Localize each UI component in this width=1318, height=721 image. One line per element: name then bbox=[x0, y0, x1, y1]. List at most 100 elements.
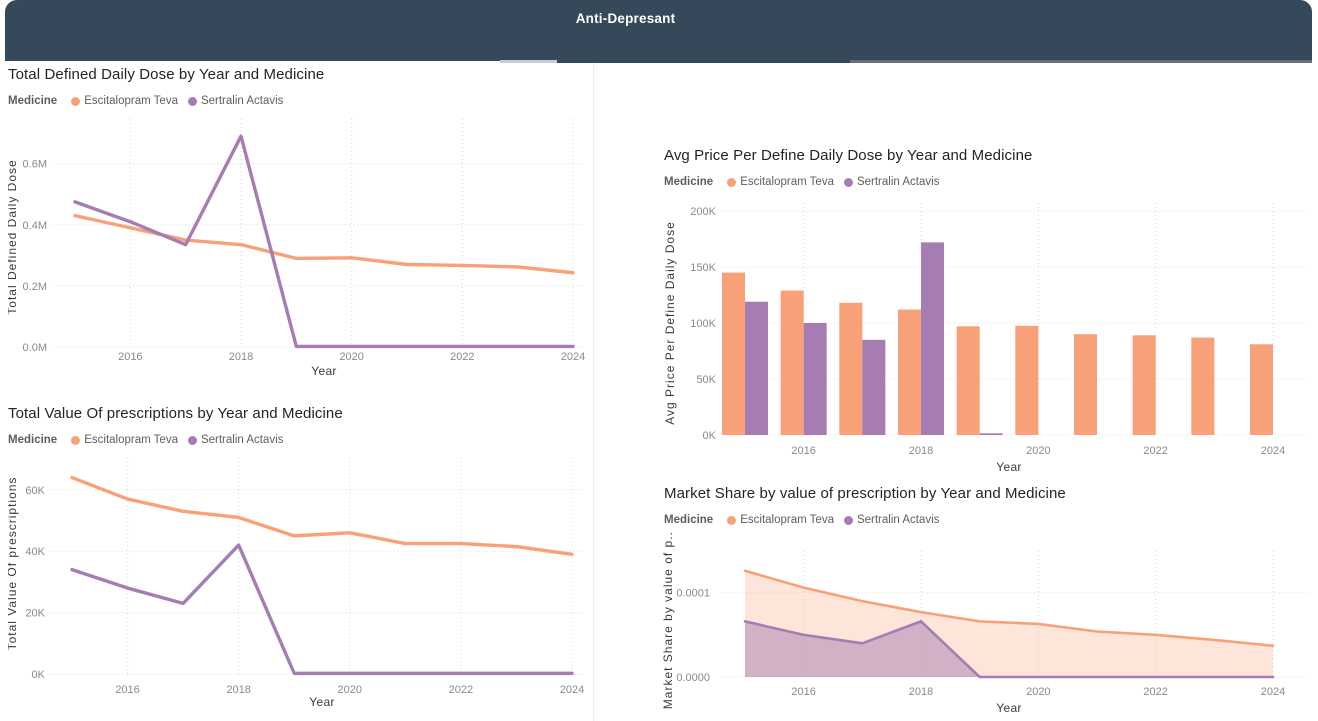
line-escitalopram[interactable] bbox=[70, 475, 574, 556]
line-plot-total-value[interactable]: 0K 20K 40K 60K 2016 2018 2020 2022 2024 Year Total… bbox=[8, 451, 593, 721]
legend-title: Medicine bbox=[664, 514, 714, 526]
bar-sertralin[interactable] bbox=[862, 339, 886, 435]
bar-escitalopram[interactable] bbox=[1132, 335, 1156, 435]
legend-item-label: Sertralin Actavis bbox=[856, 176, 940, 188]
bar-escitalopram[interactable] bbox=[722, 272, 745, 435]
chart-title: Total Defined Daily Dose by Year and Med… bbox=[8, 66, 325, 83]
y-tick-label: 50K bbox=[696, 374, 716, 386]
scrollbar-gap bbox=[557, 60, 850, 63]
legend-swatch-icon bbox=[71, 435, 81, 445]
y-tick-label: 0.6M bbox=[23, 159, 47, 171]
legend-title: Medicine bbox=[8, 434, 58, 446]
y-axis-title: Avg Price Per Define Daily Dose bbox=[663, 221, 677, 425]
line-sertralin[interactable] bbox=[70, 543, 574, 676]
legend-swatch-icon bbox=[727, 515, 737, 525]
bar-sertralin[interactable] bbox=[803, 323, 827, 435]
area-sertralin[interactable] bbox=[745, 621, 1273, 677]
x-tick-label: 2022 bbox=[1143, 686, 1167, 698]
bar-plot-avg-price[interactable]: 0K 50K 100K 150K 200K 2016 2018 2020 2022 2024 Yea… bbox=[662, 193, 1318, 477]
chart-title: Avg Price Per Define Daily Dose by Year … bbox=[664, 147, 1033, 164]
y-tick-label: 0K bbox=[703, 430, 717, 442]
chart-legend: Medicine Escitalopram Teva Sertralin Acta… bbox=[664, 514, 949, 526]
bar-sertralin[interactable] bbox=[745, 301, 768, 435]
y-tick-label: 0.0M bbox=[23, 342, 47, 354]
report-title: Anti-Depresant bbox=[575, 11, 676, 26]
bar-escitalopram[interactable] bbox=[839, 302, 863, 435]
x-axis-title: Year bbox=[309, 695, 334, 709]
bar-escitalopram[interactable] bbox=[956, 326, 980, 435]
legend-swatch-icon bbox=[843, 177, 853, 187]
x-tick-label: 2018 bbox=[909, 686, 933, 698]
bar-escitalopram[interactable] bbox=[780, 290, 804, 435]
x-tick-label: 2018 bbox=[226, 684, 250, 696]
legend-item[interactable]: Sertralin Actavis bbox=[843, 514, 940, 526]
legend-item-label: Escitalopram Teva bbox=[84, 95, 178, 107]
y-tick-label: 100K bbox=[690, 318, 716, 330]
line-plot-total-ddd[interactable]: 0.0M 0.2M 0.4M 0.6M 2016 2018 2020 2022 2024 Year… bbox=[8, 112, 593, 396]
x-tick-label: 2016 bbox=[791, 445, 815, 457]
legend-item[interactable]: Sertralin Actavis bbox=[187, 434, 284, 446]
line-sertralin[interactable] bbox=[743, 620, 1275, 679]
scrollbar-thumb[interactable] bbox=[850, 60, 1312, 63]
legend-title: Medicine bbox=[8, 95, 58, 107]
legend-item[interactable]: Escitalopram Teva bbox=[727, 176, 834, 188]
area-plot-market-share[interactable]: 0.0000 0.0001 2016 2018 2020 2022 2024 Year Mark… bbox=[662, 531, 1318, 721]
legend-swatch-icon bbox=[187, 96, 197, 106]
line-escitalopram[interactable] bbox=[73, 213, 575, 275]
chart-legend: Medicine Escitalopram Teva Sertralin Acta… bbox=[664, 176, 949, 188]
y-tick-label: 40K bbox=[25, 546, 45, 558]
chart-title: Market Share by value of prescription by… bbox=[664, 485, 1066, 502]
legend-item[interactable]: Escitalopram Teva bbox=[71, 434, 178, 446]
visual-total-value-prescriptions: Total Value Of prescriptions by Year and… bbox=[8, 403, 593, 721]
line-escitalopram[interactable] bbox=[743, 569, 1275, 648]
visual-market-share: Market Share by value of prescription by… bbox=[662, 483, 1318, 721]
line-sertralin[interactable] bbox=[73, 134, 575, 349]
y-tick-label: 0.4M bbox=[23, 220, 47, 232]
bar-escitalopram[interactable] bbox=[1191, 337, 1215, 435]
legend-item-label: Escitalopram Teva bbox=[84, 434, 178, 446]
bar-escitalopram[interactable] bbox=[898, 309, 921, 435]
x-axis-title: Year bbox=[311, 364, 336, 378]
legend-swatch-icon bbox=[71, 96, 81, 106]
legend-swatch-icon bbox=[727, 177, 737, 187]
x-tick-label: 2020 bbox=[1026, 445, 1050, 457]
x-tick-label: 2022 bbox=[449, 684, 473, 696]
legend-item[interactable]: Escitalopram Teva bbox=[71, 95, 178, 107]
legend-item-label: Escitalopram Teva bbox=[740, 514, 834, 526]
bar-escitalopram[interactable] bbox=[1250, 344, 1273, 435]
x-tick-label: 2018 bbox=[909, 445, 933, 457]
x-tick-label: 2020 bbox=[339, 351, 363, 363]
visual-total-defined-daily-dose: Total Defined Daily Dose by Year and Med… bbox=[8, 64, 593, 396]
x-axis-title: Year bbox=[996, 701, 1021, 715]
legend-item-label: Sertralin Actavis bbox=[200, 434, 284, 446]
y-tick-label: 20K bbox=[25, 608, 45, 620]
bar-escitalopram[interactable] bbox=[1015, 325, 1039, 435]
bar-escitalopram[interactable] bbox=[1074, 334, 1097, 435]
visual-avg-price-per-ddd: Avg Price Per Define Daily Dose by Year … bbox=[662, 145, 1318, 481]
column-divider bbox=[593, 63, 594, 721]
y-tick-label: 200K bbox=[690, 206, 716, 218]
legend-item[interactable]: Sertralin Actavis bbox=[187, 95, 284, 107]
legend-item-label: Escitalopram Teva bbox=[740, 176, 834, 188]
legend-item-label: Sertralin Actavis bbox=[856, 514, 940, 526]
x-tick-label: 2020 bbox=[338, 684, 362, 696]
y-tick-label: 0.0000 bbox=[676, 672, 710, 684]
y-tick-label: 0.2M bbox=[23, 281, 47, 293]
legend-swatch-icon bbox=[843, 515, 853, 525]
bar-sertralin[interactable] bbox=[979, 433, 1003, 435]
x-tick-label: 2016 bbox=[115, 684, 139, 696]
legend-item[interactable]: Sertralin Actavis bbox=[843, 176, 940, 188]
x-tick-label: 2018 bbox=[229, 351, 253, 363]
scrollbar-track[interactable] bbox=[500, 60, 557, 63]
legend-swatch-icon bbox=[187, 435, 197, 445]
legend-title: Medicine bbox=[664, 176, 714, 188]
x-tick-label: 2022 bbox=[1143, 445, 1167, 457]
y-tick-label: 0K bbox=[32, 669, 46, 681]
legend-item-label: Sertralin Actavis bbox=[200, 95, 284, 107]
y-axis-title: Total Value Of prescriptions bbox=[8, 477, 19, 651]
x-tick-label: 2024 bbox=[1261, 445, 1285, 457]
legend-item[interactable]: Escitalopram Teva bbox=[727, 514, 834, 526]
bar-sertralin[interactable] bbox=[921, 242, 944, 435]
x-tick-label: 2016 bbox=[791, 686, 815, 698]
